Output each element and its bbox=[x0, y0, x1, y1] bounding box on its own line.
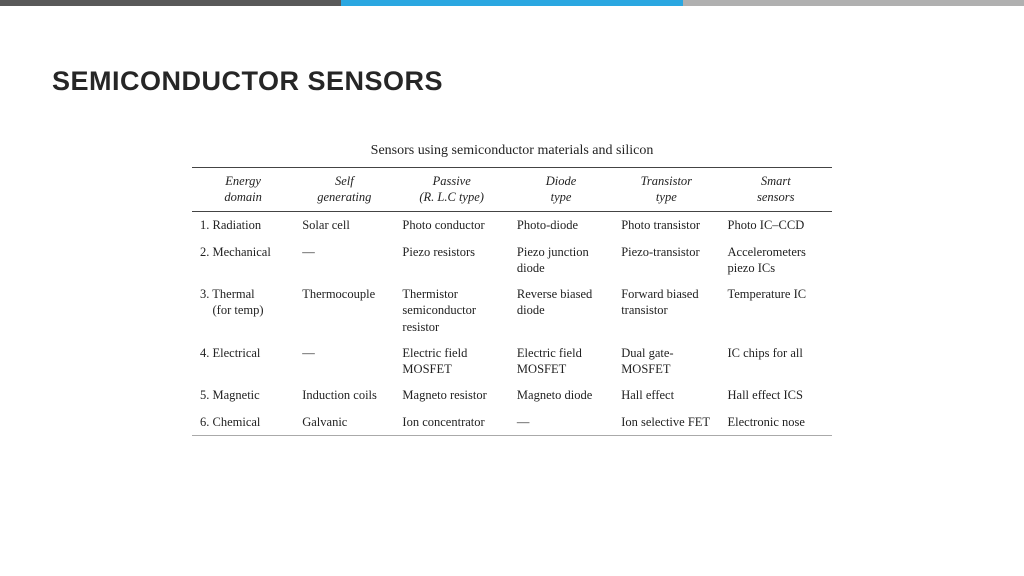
cell-diode: Reverse biased diode bbox=[509, 281, 613, 340]
col-header-smart: Smart sensors bbox=[720, 168, 833, 212]
col-header-energy: Energy domain bbox=[192, 168, 294, 212]
cell-energy: 1. Radiation bbox=[192, 212, 294, 239]
table-body: 1. RadiationSolar cellPhoto conductorPho… bbox=[192, 212, 832, 436]
sensor-table: Energy domain Self generating Passive (R… bbox=[192, 167, 832, 436]
cell-passive: Thermistor semiconductor resistor bbox=[394, 281, 509, 340]
cell-self: Solar cell bbox=[294, 212, 394, 239]
cell-self: Galvanic bbox=[294, 409, 394, 436]
col-header-diode: Diode type bbox=[509, 168, 613, 212]
page-title: SEMICONDUCTOR SENSORS bbox=[52, 66, 1024, 97]
cell-passive: Photo conductor bbox=[394, 212, 509, 239]
cell-energy: 2. Mechanical bbox=[192, 239, 294, 282]
table-row: 6. ChemicalGalvanicIon concentrator—Ion … bbox=[192, 409, 832, 436]
cell-self: Thermocouple bbox=[294, 281, 394, 340]
cell-smart: Electronic nose bbox=[720, 409, 833, 436]
cell-passive: Magneto resistor bbox=[394, 382, 509, 408]
cell-passive: Electric field MOSFET bbox=[394, 340, 509, 383]
cell-passive: Ion concentrator bbox=[394, 409, 509, 436]
cell-diode: Magneto diode bbox=[509, 382, 613, 408]
cell-self: — bbox=[294, 340, 394, 383]
table-row: 1. RadiationSolar cellPhoto conductorPho… bbox=[192, 212, 832, 239]
table-header-row: Energy domain Self generating Passive (R… bbox=[192, 168, 832, 212]
accent-bar-1 bbox=[0, 0, 341, 6]
cell-energy: 4. Electrical bbox=[192, 340, 294, 383]
cell-passive: Piezo resistors bbox=[394, 239, 509, 282]
col-header-passive: Passive (R. L.C type) bbox=[394, 168, 509, 212]
cell-self: — bbox=[294, 239, 394, 282]
sensor-table-container: Sensors using semiconductor materials an… bbox=[192, 143, 832, 436]
table-row: 3. Thermal (for temp)ThermocoupleThermis… bbox=[192, 281, 832, 340]
table-row: 2. Mechanical—Piezo resistorsPiezo junct… bbox=[192, 239, 832, 282]
cell-smart: IC chips for all bbox=[720, 340, 833, 383]
cell-self: Induction coils bbox=[294, 382, 394, 408]
cell-energy: 3. Thermal (for temp) bbox=[192, 281, 294, 340]
cell-energy: 6. Chemical bbox=[192, 409, 294, 436]
col-header-self: Self generating bbox=[294, 168, 394, 212]
cell-energy: 5. Magnetic bbox=[192, 382, 294, 408]
cell-smart: Temperature IC bbox=[720, 281, 833, 340]
cell-diode: Piezo junction diode bbox=[509, 239, 613, 282]
accent-bar-2 bbox=[341, 0, 682, 6]
table-caption: Sensors using semiconductor materials an… bbox=[192, 143, 832, 159]
cell-trans: Ion selective FET bbox=[613, 409, 719, 436]
cell-smart: Accelerometers piezo ICs bbox=[720, 239, 833, 282]
cell-diode: Photo-diode bbox=[509, 212, 613, 239]
cell-diode: — bbox=[509, 409, 613, 436]
cell-smart: Photo IC–CCD bbox=[720, 212, 833, 239]
top-accent-bars bbox=[0, 0, 1024, 6]
cell-diode: Electric field MOSFET bbox=[509, 340, 613, 383]
cell-trans: Piezo-transistor bbox=[613, 239, 719, 282]
cell-smart: Hall effect ICS bbox=[720, 382, 833, 408]
table-row: 5. MagneticInduction coilsMagneto resist… bbox=[192, 382, 832, 408]
col-header-transistor: Transistor type bbox=[613, 168, 719, 212]
cell-trans: Photo transistor bbox=[613, 212, 719, 239]
cell-trans: Forward biased transistor bbox=[613, 281, 719, 340]
table-row: 4. Electrical—Electric field MOSFETElect… bbox=[192, 340, 832, 383]
cell-trans: Dual gate-MOSFET bbox=[613, 340, 719, 383]
accent-bar-3 bbox=[683, 0, 1024, 6]
cell-trans: Hall effect bbox=[613, 382, 719, 408]
